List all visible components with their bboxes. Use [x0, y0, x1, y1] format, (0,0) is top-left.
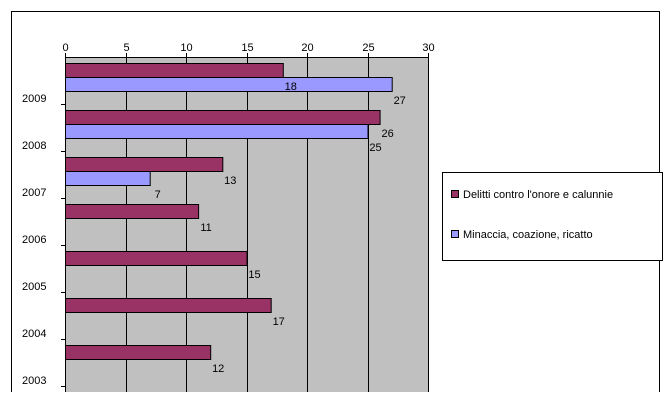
y-tick-label-2005: 2005	[22, 281, 46, 293]
y-tick-label-2006: 2006	[22, 234, 46, 246]
x-axis-ticks: 0 5 10 15 20 25 30	[62, 42, 435, 57]
y-tick-label-2007: 2007	[22, 187, 46, 199]
bar-delitti-2004	[65, 298, 272, 313]
data-label-delitti-2004: 17	[273, 316, 285, 328]
data-label-minaccia-2007: 7	[155, 189, 161, 201]
legend-label-minaccia: Minaccia, coazione, ricatto	[463, 229, 593, 241]
y-tick-label-2003: 2003	[22, 375, 46, 387]
bar-delitti-2005	[65, 251, 248, 266]
bars	[65, 63, 393, 360]
x-tick-label-15: 15	[241, 42, 253, 54]
data-label-delitti-2008: 26	[381, 128, 393, 140]
data-label-delitti-2003: 12	[212, 363, 224, 375]
x-tick-label-10: 10	[180, 42, 192, 54]
bar-delitti-2007	[65, 157, 224, 172]
bar-delitti-2008	[65, 110, 381, 125]
y-tick-label-2004: 2004	[22, 328, 46, 340]
x-tick-label-30: 30	[422, 42, 434, 54]
x-tick-label-25: 25	[362, 42, 374, 54]
legend-label-delitti: Delitti contro l'onore e calunnie	[463, 189, 613, 201]
x-tick-label-20: 20	[301, 42, 313, 54]
x-tick-label-5: 5	[123, 42, 129, 54]
data-label-minaccia-2008: 25	[369, 142, 381, 154]
bar-minaccia-2007	[65, 171, 151, 186]
data-label-delitti-2006: 11	[200, 222, 211, 234]
y-tick-label-2009: 2009	[22, 93, 46, 105]
legend-swatch-delitti	[451, 190, 459, 198]
legend-swatch-minaccia	[451, 230, 459, 238]
data-label-delitti-2007: 13	[224, 175, 236, 187]
bar-delitti-2006	[65, 204, 200, 219]
y-tick-label-2008: 2008	[22, 140, 46, 152]
bar-minaccia-2008	[65, 124, 369, 139]
bar-delitti-2009	[65, 63, 284, 78]
data-label-minaccia-2009: 27	[394, 95, 406, 107]
bar-delitti-2003	[65, 345, 212, 360]
legend-box	[442, 172, 663, 261]
y-axis-ticks: 2009 2008 2007 2006 2005 2004 2003	[22, 93, 65, 387]
data-label-delitti-2005: 15	[248, 269, 260, 281]
plot-background	[65, 57, 428, 392]
bar-minaccia-2009	[65, 77, 393, 92]
x-tick-label-0: 0	[62, 42, 68, 54]
legend: Delitti contro l'onore e calunnie Minacc…	[442, 172, 663, 261]
data-label-delitti-2009: 18	[285, 81, 297, 93]
